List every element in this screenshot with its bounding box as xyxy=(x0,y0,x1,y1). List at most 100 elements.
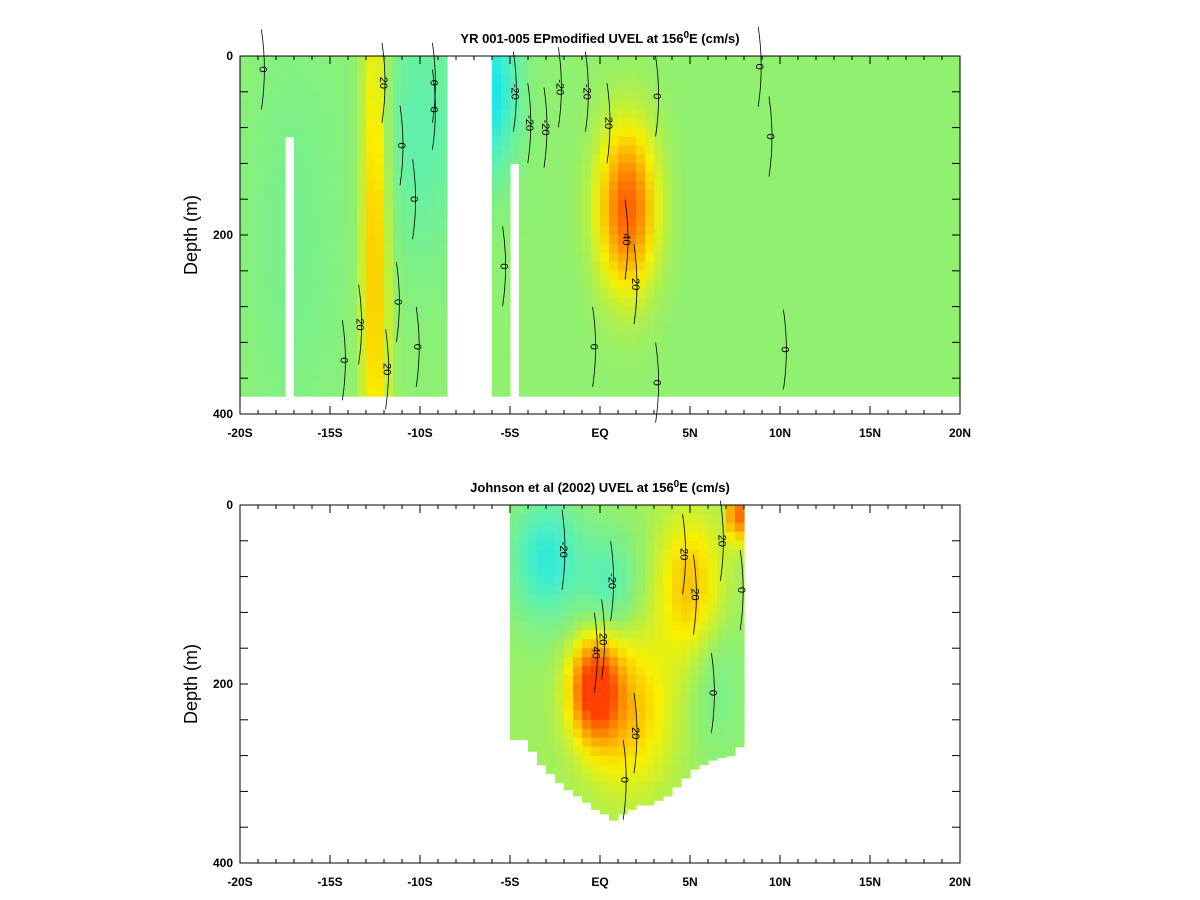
field-cell xyxy=(276,91,286,102)
field-cell xyxy=(726,513,736,524)
field-cell xyxy=(834,270,844,281)
field-cell xyxy=(357,226,367,236)
field-cell xyxy=(861,181,871,191)
field-cell xyxy=(645,100,655,111)
field-cell xyxy=(492,226,502,236)
field-cell xyxy=(663,710,673,721)
field-cell xyxy=(690,639,700,649)
field-cell xyxy=(879,199,889,209)
field-cell xyxy=(852,181,862,191)
field-cell xyxy=(672,199,682,209)
field-cell xyxy=(681,333,691,343)
field-cell xyxy=(582,100,592,111)
field-cell xyxy=(735,522,745,533)
field-cell xyxy=(816,199,826,209)
field-cell xyxy=(726,719,736,730)
field-cell xyxy=(600,118,610,129)
field-cell xyxy=(888,270,898,281)
field-cell xyxy=(411,243,421,254)
field-cell xyxy=(627,378,637,388)
field-cell xyxy=(312,217,322,227)
field-cell xyxy=(726,351,736,361)
field-cell xyxy=(240,118,250,129)
field-cell xyxy=(618,531,628,542)
field-cell xyxy=(537,172,547,182)
field-cell xyxy=(951,190,961,200)
field-cell xyxy=(699,549,709,560)
field-cell xyxy=(636,657,646,667)
field-cell xyxy=(546,612,556,622)
field-cell xyxy=(843,145,853,156)
field-cell xyxy=(762,351,772,361)
field-cell xyxy=(591,576,601,587)
field-cell xyxy=(240,64,250,75)
field-cell xyxy=(906,288,916,299)
field-cell xyxy=(645,324,655,335)
field-cell xyxy=(753,163,763,173)
field-cell xyxy=(618,360,628,370)
field-cell xyxy=(672,109,682,120)
field-cell xyxy=(573,127,583,138)
field-cell xyxy=(564,692,574,703)
field-cell xyxy=(258,118,268,129)
field-cell xyxy=(672,154,682,164)
field-cell xyxy=(636,333,646,343)
field-cell xyxy=(915,369,925,379)
field-cell xyxy=(816,190,826,200)
field-cell xyxy=(798,333,808,343)
field-cell xyxy=(681,387,691,397)
field-cell xyxy=(852,279,862,290)
field-cell xyxy=(537,342,547,352)
field-cell xyxy=(636,163,646,173)
field-cell xyxy=(429,324,439,335)
field-cell xyxy=(672,728,682,739)
field-cell xyxy=(348,109,358,120)
field-cell xyxy=(294,387,304,397)
field-cell xyxy=(816,378,826,388)
field-cell xyxy=(735,243,745,254)
field-cell xyxy=(681,369,691,379)
field-cell xyxy=(933,324,943,335)
field-cell xyxy=(627,56,637,66)
contour-line xyxy=(592,306,596,387)
field-cell xyxy=(852,100,862,111)
field-cell xyxy=(510,603,520,613)
field-cell xyxy=(294,279,304,290)
field-cell xyxy=(492,172,502,182)
field-cell xyxy=(591,243,601,254)
field-cell xyxy=(636,288,646,299)
field-cell xyxy=(735,342,745,352)
field-cell xyxy=(276,297,286,308)
field-cell xyxy=(303,351,313,361)
field-cell xyxy=(870,208,880,218)
field-cell xyxy=(609,342,619,352)
field-cell xyxy=(249,306,259,317)
field-cell xyxy=(879,387,889,397)
field-cell xyxy=(564,109,574,120)
field-cell xyxy=(690,746,700,757)
field-cell xyxy=(717,217,727,227)
field-cell xyxy=(708,666,718,676)
field-cell xyxy=(573,701,583,712)
field-cell xyxy=(924,154,934,164)
field-cell xyxy=(519,145,529,156)
field-cell xyxy=(771,261,781,272)
field-cell xyxy=(699,639,709,649)
field-cell xyxy=(555,612,565,622)
field-cell xyxy=(276,181,286,191)
field-cell xyxy=(870,342,880,352)
field-cell xyxy=(636,710,646,721)
contour-line xyxy=(711,652,715,734)
field-cell xyxy=(546,540,556,551)
field-cell xyxy=(564,621,574,631)
field-cell xyxy=(501,342,511,352)
field-cell xyxy=(888,82,898,93)
field-cell xyxy=(699,154,709,164)
field-cell xyxy=(663,701,673,712)
field-cell xyxy=(771,127,781,138)
field-cell xyxy=(357,181,367,191)
field-cell xyxy=(726,387,736,397)
field-cell xyxy=(402,333,412,343)
field-cell xyxy=(906,118,916,129)
field-cell xyxy=(663,270,673,281)
